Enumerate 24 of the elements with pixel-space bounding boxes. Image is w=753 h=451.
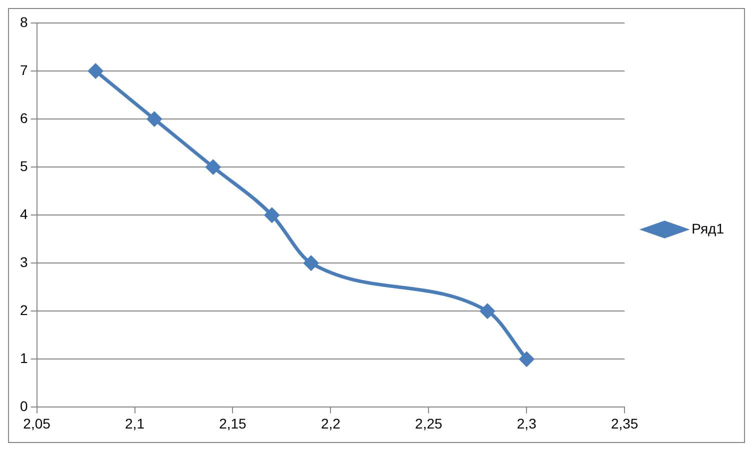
y-tick-label: 3 (20, 254, 28, 270)
y-tick-label: 8 (20, 14, 28, 30)
y-tick-label: 7 (20, 62, 28, 78)
point (88, 64, 103, 78)
x-tick-label: 2,35 (610, 415, 638, 432)
y-tick-label: 2 (20, 302, 28, 318)
x-tick-label: 2,3 (516, 415, 537, 432)
x-tick-label: 2,1 (125, 415, 145, 432)
point (264, 208, 280, 222)
y-tick-label: 4 (20, 206, 28, 222)
y-tick-label: 6 (20, 110, 28, 126)
y-tick-label: 5 (20, 158, 28, 174)
point (147, 112, 162, 126)
point (206, 160, 220, 174)
point (304, 256, 318, 270)
x-tick-label: 2,05 (23, 415, 51, 432)
x-tick-label: 2,15 (219, 415, 247, 432)
point (480, 304, 495, 318)
x-tick-label: 2,25 (415, 415, 442, 432)
y-tick-label: 1 (20, 350, 28, 366)
x-tick-label: 2,2 (320, 415, 341, 432)
y-tick-label: 0 (20, 398, 28, 414)
legend-label: Ряд1 (692, 220, 724, 236)
point (519, 352, 534, 366)
